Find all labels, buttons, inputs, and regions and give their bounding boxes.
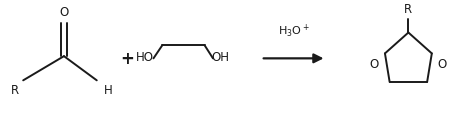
Text: R: R — [11, 83, 19, 96]
Text: R: R — [404, 3, 413, 16]
Text: H: H — [104, 83, 112, 96]
Text: OH: OH — [211, 50, 229, 63]
Text: O: O — [438, 57, 447, 70]
Text: O: O — [369, 57, 378, 70]
Text: O: O — [59, 6, 69, 18]
Text: HO: HO — [136, 50, 154, 63]
Text: H$_3$O$^+$: H$_3$O$^+$ — [278, 22, 309, 39]
Text: +: + — [120, 50, 134, 68]
